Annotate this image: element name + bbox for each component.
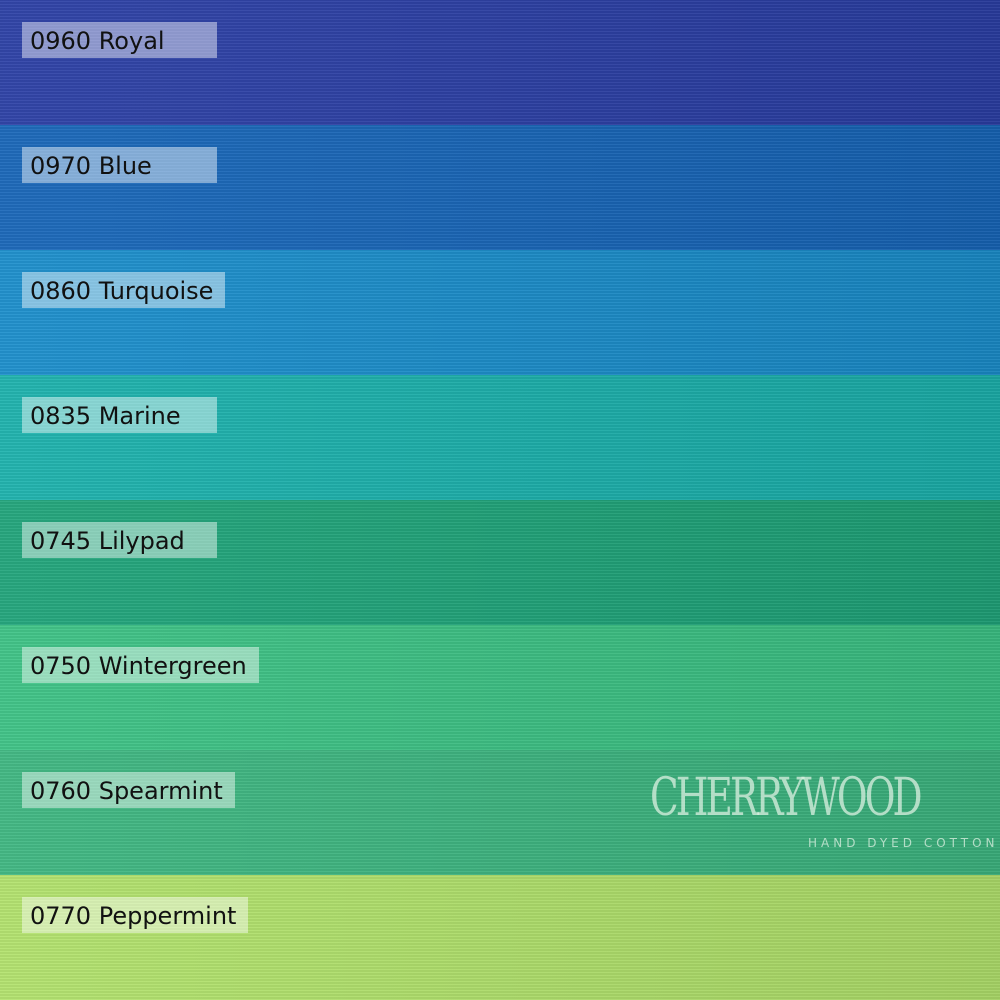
fabric-swatch: 0970 Blue — [0, 125, 1000, 250]
swatch-label: 0750 Wintergreen — [22, 647, 259, 683]
logo-tagline: HAND DYED COTTON — [808, 836, 999, 850]
cherrywood-logo: CHERRYWOOD HAND DYED COTTON — [650, 768, 1000, 850]
fabric-swatch: 0770 Peppermint — [0, 875, 1000, 1000]
fabric-swatch: 0835 Marine — [0, 375, 1000, 500]
fabric-swatch: 0960 Royal — [0, 0, 1000, 125]
swatch-label: 0760 Spearmint — [22, 772, 235, 808]
swatch-label: 0835 Marine — [22, 397, 217, 433]
swatch-label: 0960 Royal — [22, 22, 217, 58]
fabric-swatch: 0745 Lilypad — [0, 500, 1000, 625]
swatch-label: 0745 Lilypad — [22, 522, 217, 558]
swatch-label: 0770 Peppermint — [22, 897, 249, 933]
swatch-label: 0970 Blue — [22, 147, 217, 183]
fabric-swatch: 0750 Wintergreen — [0, 625, 1000, 750]
fabric-swatch: 0860 Turquoise — [0, 250, 1000, 375]
fabric-swatch: 0760 Spearmint — [0, 750, 1000, 875]
logo-name: CHERRYWOOD — [650, 768, 923, 828]
swatch-label: 0860 Turquoise — [22, 272, 226, 308]
